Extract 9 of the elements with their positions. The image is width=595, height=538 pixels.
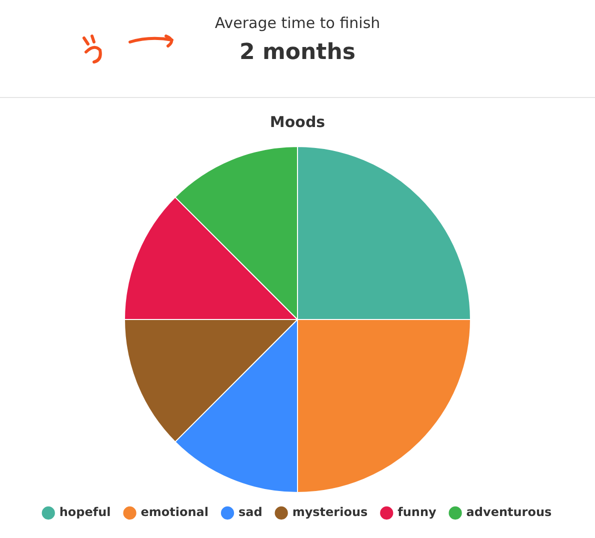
text: Average time to finish: [214, 13, 382, 32]
legend-label: mysterious: [292, 505, 368, 520]
legend-label: hopeful: [59, 505, 111, 520]
legend-label: funny: [398, 505, 436, 520]
legend-label: adventurous: [466, 505, 552, 520]
legend-label: sad: [238, 505, 262, 520]
chart-title: Moods: [270, 112, 326, 131]
text: 2 months: [238, 40, 356, 65]
legend-label: emotional: [140, 505, 208, 520]
